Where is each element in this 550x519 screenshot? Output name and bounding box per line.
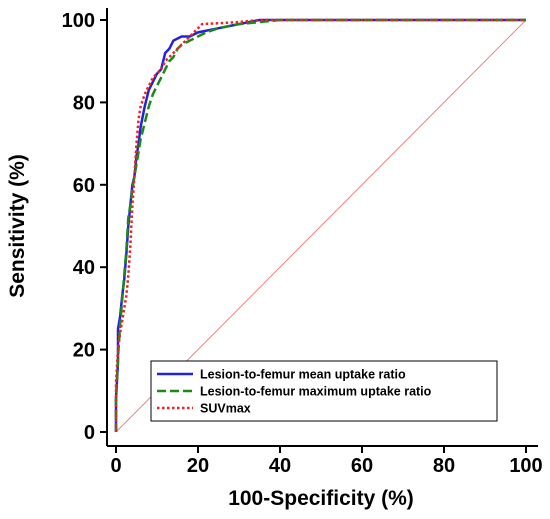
y-tick-label: 0: [84, 422, 95, 444]
series-line-2: [114, 18, 526, 432]
y-axis-title: Sensitivity (%): [6, 154, 29, 298]
roc-curves: [114, 18, 526, 432]
x-tick-label: 80: [433, 455, 455, 477]
legend-label-2: Lesion-to-femur maximum uptake ratio: [200, 385, 432, 399]
tick-labels: 0 20 40 60 80 100 0 20 40 60 80 100: [62, 10, 543, 477]
y-tick-label: 20: [73, 340, 95, 362]
x-tick-label: 20: [187, 455, 209, 477]
legend-box: [150, 360, 498, 422]
y-tick-label: 40: [73, 257, 95, 279]
x-tick-label: 0: [110, 455, 121, 477]
axes: [106, 8, 538, 447]
y-tick-label: 100: [62, 10, 95, 32]
x-tick-label: 60: [351, 455, 373, 477]
series-line-3: [114, 18, 526, 432]
y-tick-label: 80: [73, 92, 95, 114]
x-tick-label: 40: [269, 455, 291, 477]
legend-label-3: SUVmax: [200, 402, 251, 416]
y-tick-label: 60: [73, 175, 95, 197]
x-tick-label: 100: [509, 455, 542, 477]
tick-marks: [100, 19, 527, 453]
legend: Lesion-to-femur mean uptake ratio Lesion-…: [150, 360, 498, 422]
x-axis-title: 100-Specificity (%): [228, 487, 414, 510]
legend-label-1: Lesion-to-femur mean uptake ratio: [200, 368, 406, 382]
